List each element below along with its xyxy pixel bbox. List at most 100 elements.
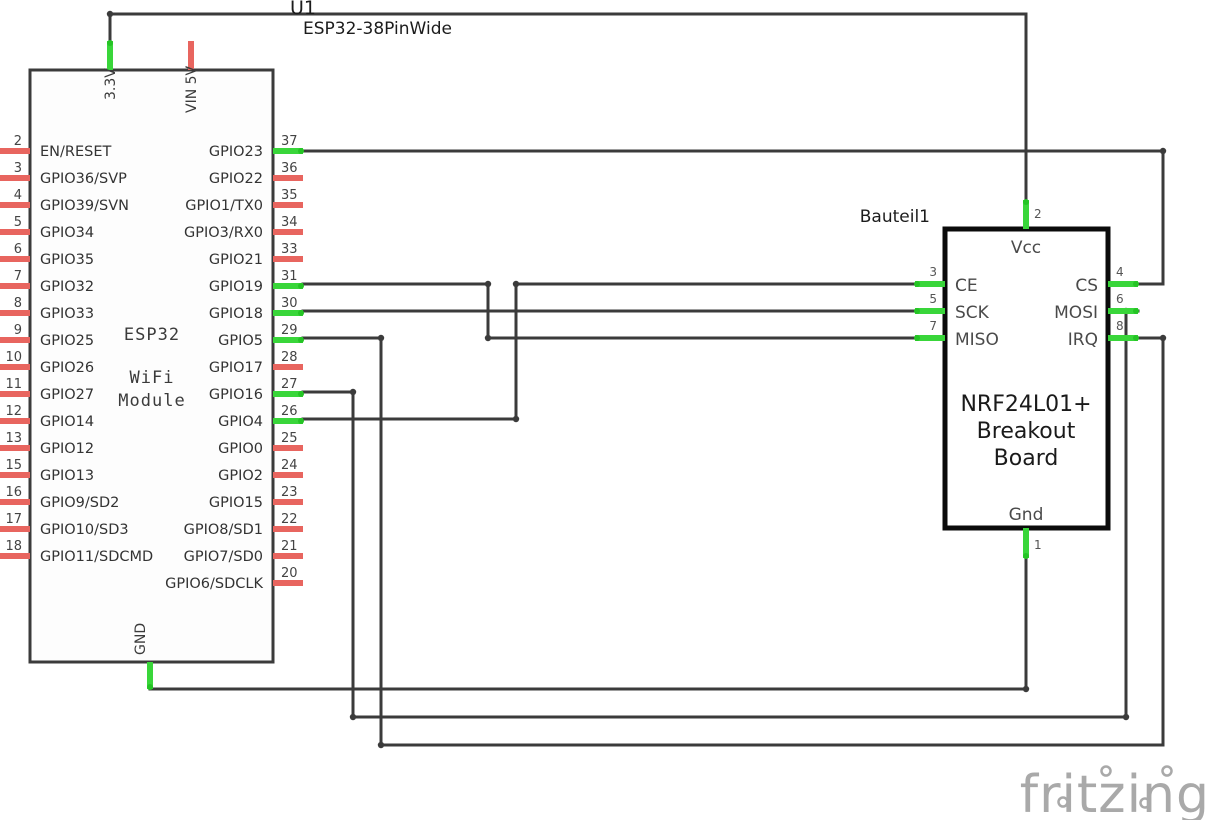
esp32-right-pin-num-14: 22 bbox=[281, 512, 298, 527]
esp32-left-pin-row[interactable]: 5 GPIO34 bbox=[0, 215, 94, 241]
wire-net-cs[interactable] bbox=[301, 147, 1167, 286]
esp32-left-pin-num-5: 7 bbox=[14, 269, 22, 284]
wire-net-irq[interactable] bbox=[301, 334, 1167, 749]
esp32-right-pin-label-7: GPIO5 bbox=[218, 333, 263, 349]
wire-net-3v3[interactable] bbox=[106, 10, 1028, 228]
esp32-right-pin-row[interactable]: 28 GPIO17 bbox=[209, 350, 303, 376]
esp32-right-pin-num-8: 28 bbox=[281, 350, 298, 365]
fritzing-logo-text: fritzing bbox=[1020, 765, 1210, 820]
nrf-part-name-2: Board bbox=[994, 446, 1059, 471]
esp32-left-pin-row[interactable]: 7 GPIO32 bbox=[0, 269, 94, 295]
esp32-right-pin-row[interactable]: 29 GPIO5 bbox=[218, 323, 304, 349]
esp32-right-pin-label-2: GPIO1/TX0 bbox=[185, 198, 263, 214]
nrf-left-pin-num-0: 3 bbox=[929, 265, 937, 279]
esp32-right-pin-row[interactable]: 24 GPIO2 bbox=[218, 458, 303, 484]
esp32-left-pin-row[interactable]: 8 GPIO33 bbox=[0, 296, 94, 322]
esp32-right-pin-num-15: 21 bbox=[281, 539, 298, 554]
nrf-right-pin-row[interactable]: 6 MOSI bbox=[1054, 292, 1139, 323]
esp32-right-pin-row[interactable]: 33 GPIO21 bbox=[209, 242, 303, 268]
esp32-right-pin-label-5: GPIO19 bbox=[209, 279, 263, 295]
fritzing-logo: fritzing bbox=[1020, 765, 1210, 820]
esp32-left-pin-label-3: GPIO34 bbox=[40, 225, 94, 241]
nrf-left-pins: 3 CE 5 SCK 7 MISO bbox=[914, 265, 999, 350]
nrf-left-pin-label-2: MISO bbox=[955, 330, 999, 350]
esp32-left-pin-row[interactable]: 2 EN/RESET bbox=[0, 134, 111, 160]
esp32-left-pin-row[interactable]: 6 GPIO35 bbox=[0, 242, 94, 268]
component-esp32[interactable]: U1 ESP32-38PinWide ESP32 WiFi Module 3.3… bbox=[0, 0, 452, 690]
esp32-left-pin-row[interactable]: 17 GPIO10/SD3 bbox=[0, 512, 129, 538]
esp32-right-pin-row[interactable]: 31 GPIO19 bbox=[209, 269, 304, 295]
esp32-right-pin-label-9: GPIO16 bbox=[209, 387, 263, 403]
nrf-bottom-pin-gnd[interactable]: 1 Gnd bbox=[1009, 505, 1044, 559]
esp32-left-pin-num-1: 3 bbox=[14, 161, 22, 176]
nrf-body bbox=[942, 226, 1111, 531]
esp32-left-pin-row[interactable]: 13 GPIO12 bbox=[0, 431, 94, 457]
esp32-right-pin-row[interactable]: 35 GPIO1/TX0 bbox=[185, 188, 303, 214]
nrf-right-pins: 4 CS 6 MOSI 8 IRQ bbox=[1054, 265, 1139, 350]
esp32-right-pin-num-16: 20 bbox=[281, 566, 298, 581]
esp32-left-pin-row[interactable]: 11 GPIO27 bbox=[0, 377, 94, 403]
esp32-right-pin-row[interactable]: 27 GPIO16 bbox=[209, 377, 304, 403]
nrf-left-pin-row[interactable]: 5 SCK bbox=[914, 292, 990, 323]
nrf-left-pin-num-1: 5 bbox=[929, 292, 937, 306]
esp32-right-pin-label-10: GPIO4 bbox=[218, 414, 263, 430]
esp32-right-pin-row[interactable]: 36 GPIO22 bbox=[209, 161, 303, 187]
esp32-left-pin-label-11: GPIO12 bbox=[40, 441, 94, 457]
esp32-left-pin-num-7: 9 bbox=[14, 323, 22, 338]
esp32-left-pin-row[interactable]: 3 GPIO36/SVP bbox=[0, 161, 127, 187]
esp32-pin-label-gnd: GND bbox=[133, 623, 149, 655]
nrf-bottom-pin-label: Gnd bbox=[1009, 505, 1044, 525]
component-nrf24l01[interactable]: Bauteil1 NRF24L01+ Breakout Board 2 Vcc … bbox=[860, 199, 1139, 559]
esp32-left-pin-num-8: 10 bbox=[5, 350, 22, 365]
esp32-right-pin-row[interactable]: 22 GPIO8/SD1 bbox=[184, 512, 303, 538]
esp32-right-pin-num-4: 33 bbox=[281, 242, 298, 257]
nrf-top-pin-vcc[interactable]: 2 Vcc bbox=[1011, 199, 1042, 258]
esp32-right-pin-row[interactable]: 34 GPIO3/RX0 bbox=[184, 215, 303, 241]
esp32-top-pin-3v3[interactable]: 3.3V bbox=[103, 40, 119, 100]
esp32-right-pins: 37 GPIO23 36 GPIO22 35 GPIO1/TX0 34 GPIO… bbox=[165, 134, 304, 592]
esp32-right-pin-label-16: GPIO6/SDCLK bbox=[165, 576, 263, 592]
esp32-left-pin-num-13: 16 bbox=[5, 485, 22, 500]
esp32-top-pin-vin5v[interactable]: VIN 5V bbox=[184, 41, 200, 113]
esp32-right-pin-row[interactable]: 30 GPIO18 bbox=[209, 296, 304, 322]
esp32-right-pin-row[interactable]: 20 GPIO6/SDCLK bbox=[165, 566, 303, 592]
esp32-right-pin-num-10: 26 bbox=[281, 404, 298, 419]
esp32-left-pin-num-12: 15 bbox=[5, 458, 22, 473]
esp32-left-pin-row[interactable]: 18 GPIO11/SDCMD bbox=[0, 539, 153, 565]
esp32-left-pin-row[interactable]: 4 GPIO39/SVN bbox=[0, 188, 129, 214]
esp32-right-pin-row[interactable]: 26 GPIO4 bbox=[218, 404, 304, 430]
esp32-left-pin-num-14: 17 bbox=[5, 512, 22, 527]
nrf-left-pin-row[interactable]: 7 MISO bbox=[914, 319, 999, 350]
esp32-left-pin-row[interactable]: 15 GPIO13 bbox=[0, 458, 94, 484]
esp32-right-pin-label-3: GPIO3/RX0 bbox=[184, 225, 263, 241]
nrf-designator: Bauteil1 bbox=[860, 207, 930, 227]
esp32-right-pin-num-13: 23 bbox=[281, 485, 298, 500]
esp32-left-pin-num-3: 5 bbox=[14, 215, 22, 230]
wire-net-gnd[interactable] bbox=[148, 556, 1030, 693]
nrf-right-pin-row[interactable]: 8 IRQ bbox=[1068, 319, 1139, 350]
esp32-pin-label-vin5v: VIN 5V bbox=[184, 65, 200, 113]
wire-net-ce[interactable] bbox=[301, 280, 947, 423]
esp32-left-pin-num-9: 11 bbox=[5, 377, 22, 392]
esp32-right-pin-row[interactable]: 21 GPIO7/SD0 bbox=[184, 539, 303, 565]
esp32-left-pin-row[interactable]: 9 GPIO25 bbox=[0, 323, 94, 349]
esp32-right-pin-row[interactable]: 23 GPIO15 bbox=[209, 485, 303, 511]
nrf-right-pin-num-0: 4 bbox=[1116, 265, 1124, 279]
esp32-left-pin-row[interactable]: 10 GPIO26 bbox=[0, 350, 94, 376]
esp32-right-pin-row[interactable]: 25 GPIO0 bbox=[218, 431, 303, 457]
esp32-right-pin-label-6: GPIO18 bbox=[209, 306, 263, 322]
nrf-right-pin-row[interactable]: 4 CS bbox=[1075, 265, 1139, 296]
esp32-left-pin-label-13: GPIO9/SD2 bbox=[40, 495, 119, 511]
esp32-left-pin-row[interactable]: 16 GPIO9/SD2 bbox=[0, 485, 119, 511]
nrf-left-pin-label-0: CE bbox=[955, 276, 978, 296]
esp32-left-pin-label-14: GPIO10/SD3 bbox=[40, 522, 129, 538]
esp32-right-pin-row[interactable]: 37 GPIO23 bbox=[209, 134, 304, 160]
nrf-left-pin-row[interactable]: 3 CE bbox=[914, 265, 978, 296]
esp32-bottom-pin-gnd[interactable]: GND bbox=[133, 623, 153, 690]
esp32-left-pin-row[interactable]: 12 GPIO14 bbox=[0, 404, 94, 430]
esp32-left-pin-num-10: 12 bbox=[5, 404, 22, 419]
nrf-right-pin-label-2: IRQ bbox=[1068, 330, 1098, 350]
esp32-right-pin-num-0: 37 bbox=[281, 134, 298, 149]
nrf-right-pin-num-2: 8 bbox=[1116, 319, 1124, 333]
